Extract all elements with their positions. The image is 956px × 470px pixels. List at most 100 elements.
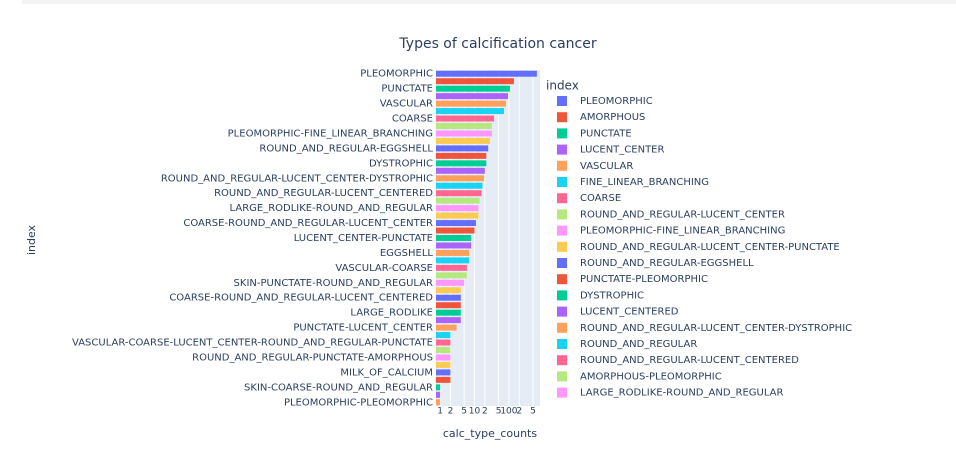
bar [436, 197, 480, 204]
y-tick-label: EGGSHELL [380, 248, 434, 259]
x-tick-label: 2 [448, 407, 454, 417]
legend-label: ROUND_AND_REGULAR-LUCENT_CENTER [580, 209, 785, 220]
y-tick-label: SKIN-COARSE-ROUND_AND_REGULAR [244, 382, 433, 393]
bar [436, 332, 451, 339]
bar [436, 347, 451, 353]
chart-title: Types of calcification cancer [398, 36, 596, 52]
legend-swatch [557, 193, 567, 204]
legend-label: ROUND_AND_REGULAR-LUCENT_CENTER-DYSTROPH… [580, 323, 852, 334]
legend-label: DYSTROPHIC [580, 290, 644, 301]
bar [436, 376, 451, 383]
y-tick-label: COARSE-ROUND_AND_REGULAR-LUCENT_CENTER [183, 218, 433, 229]
bar [436, 235, 472, 241]
bar [436, 205, 479, 212]
legend-swatch [557, 160, 567, 171]
bar [436, 100, 506, 107]
y-tick-label: PUNCTATE-LUCENT_CENTER [293, 323, 433, 334]
legend-label: ROUND_AND_REGULAR-EGGSHELL [580, 258, 754, 269]
bar [436, 137, 490, 144]
legend-swatch [557, 225, 567, 236]
y-tick-label: PLEOMORPHIC-PLEOMORPHIC [284, 397, 433, 408]
bar [436, 317, 461, 324]
legend-swatch [557, 339, 567, 349]
legend-swatch [557, 241, 567, 252]
legend-swatch [557, 112, 567, 123]
legend-swatch [557, 209, 567, 220]
legend-title: index [546, 79, 579, 93]
legend-swatch [557, 258, 567, 268]
bar [436, 369, 451, 376]
bar [436, 152, 487, 159]
bar [436, 399, 441, 406]
bar [436, 249, 470, 256]
bar [436, 220, 476, 227]
legend-swatch [557, 322, 567, 333]
legend-swatch [557, 290, 567, 301]
bar [436, 123, 492, 129]
legend-label: AMORPHOUS [580, 112, 645, 123]
bar [436, 257, 470, 264]
legend-label: PUNCTATE [580, 128, 632, 139]
bar [436, 272, 467, 279]
x-tick-label: 10 [469, 407, 481, 417]
bar [436, 93, 508, 100]
x-tick-label: 1 [437, 407, 443, 417]
bar [436, 160, 487, 167]
y-tick-label: VASCULAR [380, 99, 433, 110]
y-tick-label: PLEOMORPHIC-FINE_LINEAR_BRANCHING [228, 128, 433, 139]
legend-label: COARSE [580, 193, 621, 204]
bar [436, 354, 451, 361]
bar [436, 182, 483, 189]
y-tick-label: SKIN-PUNCTATE-ROUND_AND_REGULAR [234, 278, 434, 289]
bar [436, 339, 451, 346]
bar [436, 78, 514, 85]
y-tick-label: LARGE_RODLIKE [350, 308, 433, 319]
bar [436, 302, 461, 309]
y-tick-label: COARSE [392, 114, 433, 125]
legend-label: ROUND_AND_REGULAR-LUCENT_CENTER-PUNCTATE [580, 242, 840, 253]
bar [436, 115, 495, 122]
bar [436, 391, 441, 398]
legend-label: LUCENT_CENTER [580, 145, 664, 156]
bar [436, 190, 482, 197]
bar [436, 70, 537, 77]
bar [436, 212, 479, 219]
legend-label: PLEOMORPHIC [580, 96, 653, 107]
y-tick-label: COARSE-ROUND_AND_REGULAR-LUCENT_CENTERED [169, 293, 433, 304]
legend-label: LARGE_RODLIKE-ROUND_AND_REGULAR [580, 388, 783, 399]
legend-label: VASCULAR [580, 161, 633, 172]
y-tick-label: MILK_OF_CALCIUM [340, 367, 433, 378]
y-axis-title: index [25, 224, 38, 255]
bar [436, 384, 441, 391]
bar [436, 108, 505, 115]
bar [436, 167, 485, 174]
x-tick-label: 100 [500, 407, 517, 417]
y-tick-label: PUNCTATE [381, 84, 433, 95]
legend-label: PLEOMORPHIC-FINE_LINEAR_BRANCHING [580, 226, 785, 237]
legend-swatch [557, 274, 567, 285]
y-tick-label: PLEOMORPHIC [360, 69, 433, 80]
y-tick-label: VASCULAR-COARSE-LUCENT_CENTER-ROUND_AND_… [72, 338, 433, 349]
x-tick-label: 2 [482, 407, 488, 417]
legend-label: ROUND_AND_REGULAR [580, 339, 697, 350]
y-tick-label: ROUND_AND_REGULAR-LUCENT_CENTERED [214, 188, 433, 199]
bar [436, 85, 510, 92]
cell-top-bar [22, 0, 956, 4]
bar [436, 264, 467, 271]
bar [436, 175, 485, 182]
bar [436, 227, 475, 234]
y-tick-label: ROUND_AND_REGULAR-PUNCTATE-AMORPHOUS [192, 352, 433, 363]
y-tick-label: ROUND_AND_REGULAR-LUCENT_CENTER-DYSTROPH… [161, 173, 433, 184]
legend-swatch [557, 371, 567, 382]
bar [436, 287, 461, 294]
y-tick-label: LARGE_RODLIKE-ROUND_AND_REGULAR [230, 203, 433, 214]
bar [436, 324, 457, 331]
y-tick-label: LUCENT_CENTER-PUNCTATE [294, 233, 433, 244]
legend-swatch [557, 306, 567, 317]
bar [436, 279, 465, 286]
legend-swatch [557, 128, 567, 139]
legend-label: ROUND_AND_REGULAR-LUCENT_CENTERED [580, 355, 799, 366]
y-tick-label: ROUND_AND_REGULAR-EGGSHELL [259, 143, 433, 154]
legend-swatch [557, 177, 567, 187]
